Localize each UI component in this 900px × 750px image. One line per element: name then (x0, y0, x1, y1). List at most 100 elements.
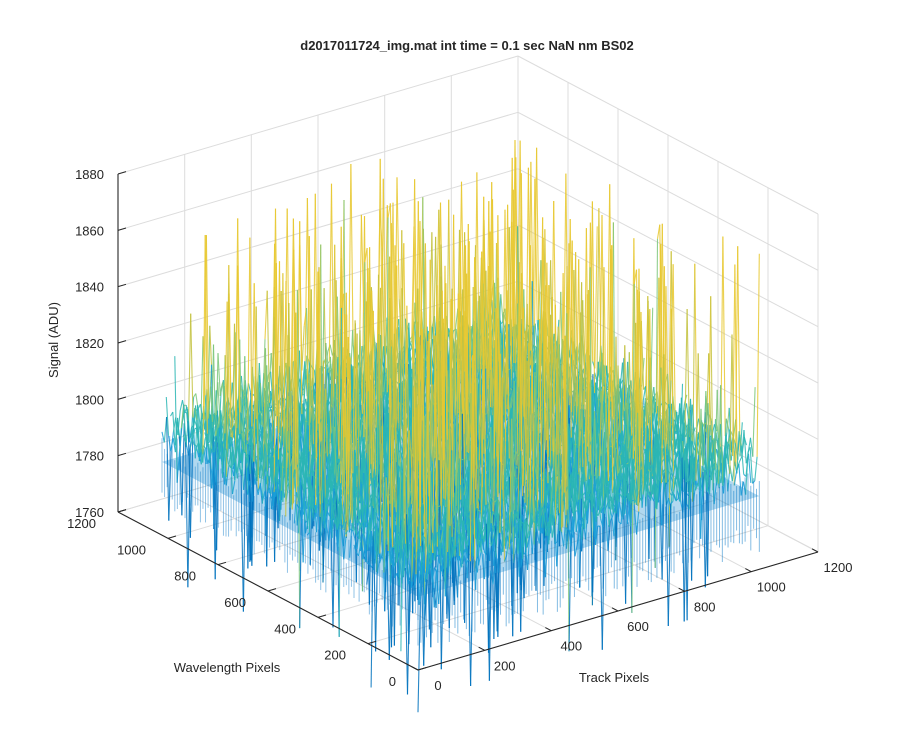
surface-segment (234, 265, 239, 462)
surface-segment (222, 355, 226, 467)
surface-segment (257, 411, 262, 452)
surface-segment (170, 437, 174, 452)
surface-segment (214, 413, 217, 416)
surface-segment (208, 443, 212, 469)
surface-segment (219, 446, 223, 454)
surface-segment (165, 396, 170, 436)
surface-segment (203, 412, 208, 450)
surface-segment (215, 446, 219, 486)
surface-segment (174, 356, 178, 483)
surface-segment (204, 432, 208, 440)
surface-segment (215, 423, 219, 436)
surface-segment (182, 434, 187, 443)
surface-segment (247, 237, 251, 444)
grid-line (517, 224, 819, 384)
surface-segment (191, 419, 195, 433)
grid-line (517, 111, 819, 271)
surface-segment (196, 426, 200, 454)
surface-segment (197, 440, 202, 450)
grid-line (367, 525, 769, 645)
surface-segment (513, 157, 517, 327)
surface-segment (538, 260, 542, 321)
surface-segment (303, 379, 307, 395)
surface-segment (180, 404, 185, 429)
surface-segment (212, 433, 217, 441)
surface-segment (204, 447, 209, 464)
surface-segment (214, 440, 219, 465)
surface-segment (301, 361, 306, 387)
surface-segment (323, 288, 327, 413)
surface-segment (194, 407, 198, 421)
surface-segment (299, 221, 303, 415)
surface-segment (189, 432, 193, 439)
surface-segment (176, 421, 181, 437)
surface-segment (199, 425, 204, 463)
surface-segment (348, 163, 352, 379)
surface-segment (301, 325, 305, 371)
surface-segment (219, 410, 224, 478)
surface-segment (244, 356, 248, 472)
surface-segment (216, 414, 220, 454)
surface-segment (217, 353, 221, 397)
surface-mesh (161, 140, 760, 713)
surface-segment (432, 236, 437, 369)
surface-segment (184, 411, 187, 414)
surface-segment (301, 404, 306, 433)
surface-segment (411, 179, 416, 395)
surface-segment (260, 411, 264, 428)
surface-segment (172, 411, 176, 446)
surface-segment (168, 450, 172, 521)
surface-segment (326, 361, 330, 365)
surface-segment (232, 446, 236, 464)
surface-segment (379, 210, 383, 249)
grid-line (117, 168, 519, 288)
surface-segment (329, 344, 333, 356)
surface-segment (259, 442, 263, 454)
surface-segment (241, 356, 246, 450)
surface-segment (223, 448, 227, 486)
surface-segment (350, 163, 354, 346)
surface-segment (269, 388, 273, 404)
surface-segment (195, 440, 199, 452)
surface-segment (278, 290, 282, 434)
surface-segment (224, 301, 228, 434)
surface-segment (304, 197, 308, 365)
surface-segment (226, 293, 230, 478)
surface-segment (187, 448, 191, 588)
surface-segment (536, 147, 540, 328)
surface-segment (178, 428, 182, 470)
surface-segment (286, 208, 290, 392)
surface-segment (454, 308, 459, 330)
grid-line (117, 111, 519, 231)
surface-segment (228, 293, 232, 438)
grid-line (517, 168, 819, 328)
surface-segment (212, 344, 217, 449)
surface-segment (302, 364, 306, 392)
surface-segment (534, 178, 538, 321)
surface-segment (290, 218, 294, 391)
surface-segment (209, 414, 213, 442)
surface-segment (192, 428, 196, 440)
surface-segment (239, 339, 243, 447)
surface-segment (500, 294, 504, 322)
surface-segment (221, 441, 226, 485)
surface-segment (207, 386, 212, 419)
surface-segment (247, 383, 252, 394)
surface-segment (396, 177, 400, 299)
surface-segment (225, 448, 229, 464)
surface-segment (237, 265, 241, 434)
surface-segment (225, 467, 230, 486)
surface-segment (306, 236, 310, 416)
surface-segment (166, 416, 170, 521)
surface-segment (476, 172, 480, 373)
surface-segment (300, 433, 305, 447)
surface-segment (210, 452, 215, 489)
surface-segment (167, 435, 172, 452)
surface-segment (214, 382, 219, 427)
surface-segment (189, 439, 194, 538)
surface-segment (187, 313, 192, 424)
surface-segment (251, 283, 255, 427)
grid-line (517, 55, 819, 215)
surface-segment (189, 438, 193, 449)
surface-segment (211, 413, 215, 442)
